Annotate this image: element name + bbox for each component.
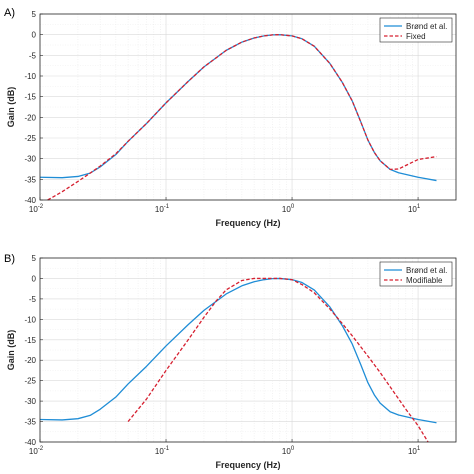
y-tick-label: -35 (24, 418, 36, 427)
legend-box (379, 17, 453, 43)
panel-letter: B) (4, 253, 15, 265)
y-tick-label: -15 (24, 336, 36, 345)
y-tick-label: -40 (24, 196, 36, 205)
x-tick-label: 10-1 (155, 446, 170, 456)
y-tick-label: -10 (24, 315, 36, 324)
y-tick-label: -40 (24, 438, 36, 447)
series-line-dashed (127, 277, 429, 443)
y-axis-label: Gain (dB) (6, 87, 16, 128)
legend: Brønd et al.Modifiable (379, 261, 453, 287)
y-tick-label: 0 (32, 274, 37, 283)
y-tick-label: 5 (32, 10, 37, 19)
y-tick-label: -30 (24, 397, 36, 406)
legend: Brønd et al.Fixed (379, 17, 453, 43)
y-tick-label: -35 (24, 175, 36, 184)
x-axis-label: Frequency (Hz) (215, 218, 280, 228)
x-tick-label: 10-1 (155, 204, 170, 214)
y-tick-label: 0 (32, 31, 37, 40)
series-line-dashed (47, 34, 437, 201)
y-tick-label: -10 (24, 72, 36, 81)
x-tick-label: 101 (408, 204, 421, 214)
y-tick-label: -25 (24, 377, 36, 386)
axes-box (39, 13, 457, 201)
legend-label: Brønd et al. (406, 266, 447, 275)
grid (39, 13, 456, 201)
y-tick-label: -5 (29, 295, 37, 304)
legend-label: Brønd et al. (406, 22, 447, 31)
x-axis-label: Frequency (Hz) (215, 460, 280, 470)
x-tick-label: 101 (408, 446, 421, 456)
x-tick-label: 10-2 (29, 204, 44, 214)
legend-box (379, 261, 453, 287)
y-tick-label: 5 (32, 254, 37, 263)
legend-label: Modifiable (406, 276, 443, 285)
y-tick-label: -15 (24, 93, 36, 102)
x-tick-label: 100 (282, 446, 295, 456)
y-tick-label: -5 (29, 51, 37, 60)
y-tick-label: -25 (24, 134, 36, 143)
series-line-solid (39, 277, 437, 424)
y-tick-label: -20 (24, 356, 36, 365)
panel-letter: A) (4, 7, 15, 19)
y-tick-label: -20 (24, 113, 36, 122)
y-axis-label: Gain (dB) (6, 330, 16, 371)
legend-label: Fixed (406, 32, 426, 41)
x-tick-label: 10-2 (29, 446, 44, 456)
y-tick-label: -30 (24, 155, 36, 164)
axes-box (39, 257, 457, 443)
x-tick-label: 100 (282, 204, 295, 214)
